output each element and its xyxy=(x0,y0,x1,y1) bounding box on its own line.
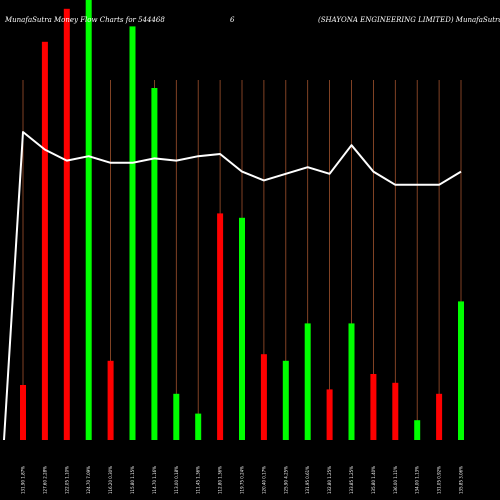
flow-bar xyxy=(304,323,311,440)
x-tick-label: 111.45 1.36% xyxy=(196,466,201,494)
bar-layer xyxy=(20,0,464,441)
flow-bar xyxy=(151,88,158,440)
x-tick-label: 119.75 0.24% xyxy=(240,466,245,494)
x-tick-label: 127.60 2.28% xyxy=(42,466,47,494)
flow-bar xyxy=(41,41,48,441)
flow-bar xyxy=(436,393,443,440)
flow-bar xyxy=(20,385,26,440)
flow-bar xyxy=(458,301,464,440)
x-tick-label: 124.70 7.09% xyxy=(86,466,91,494)
flow-bar xyxy=(348,323,355,440)
x-tick-label: 120.40 0.17% xyxy=(261,466,266,494)
flow-bar xyxy=(282,360,289,440)
flow-bar xyxy=(85,0,92,440)
money-flow-line xyxy=(3,131,462,441)
x-tick-label: 131.95 0.61% xyxy=(305,466,310,494)
chart-header-middle: 6 xyxy=(230,16,235,24)
x-tick-label: 116.20 0.30% xyxy=(108,466,113,494)
flow-bar xyxy=(414,420,421,440)
flow-bar xyxy=(370,374,377,440)
flow-bar xyxy=(107,360,114,440)
chart-header-right: (SHAYONA ENGINEERING LIMITED) MunafaSutr… xyxy=(318,16,500,24)
x-tick-label: 113.00 0.18% xyxy=(174,466,179,494)
x-tick-label: 112.80 1.36% xyxy=(218,466,223,494)
flow-bar xyxy=(63,8,70,441)
x-tick-label: 134.00 1.13% xyxy=(415,466,420,494)
x-tick-label: 132.80 1.25% xyxy=(327,466,332,494)
x-tick-label: 135.80 1.40% xyxy=(371,466,376,494)
flow-bar xyxy=(392,382,399,440)
chart-header-left: MunafaSutra Money Flow Charts for 544468 xyxy=(4,16,165,24)
x-tick-label: 115.80 1.15% xyxy=(130,466,135,494)
flow-bar xyxy=(326,389,333,440)
flow-bar xyxy=(239,217,245,440)
x-tick-label: 122.05 1.10% xyxy=(64,466,69,494)
x-tick-label: 131.90 1.87% xyxy=(21,466,26,494)
flow-bar xyxy=(129,26,136,441)
x-tick-label: 133.85 1.25% xyxy=(349,466,354,494)
x-tick-label: 136.00 1.11% xyxy=(393,466,398,494)
flow-bar xyxy=(260,354,267,440)
line-layer xyxy=(3,131,462,441)
x-tick-label: 114.70 1.16% xyxy=(152,466,157,494)
x-tick-label: 125.90 4.25% xyxy=(283,466,288,494)
flow-bar xyxy=(173,393,180,440)
x-tick-label: 135.85 3.06% xyxy=(459,466,464,494)
flow-bar xyxy=(217,213,224,440)
tick-layer: 131.90 1.87% 127.60 2.28% 122.05 1.10% 1… xyxy=(21,466,464,494)
x-tick-label: 131.05 0.92% xyxy=(437,466,442,494)
flow-bar xyxy=(195,413,202,440)
